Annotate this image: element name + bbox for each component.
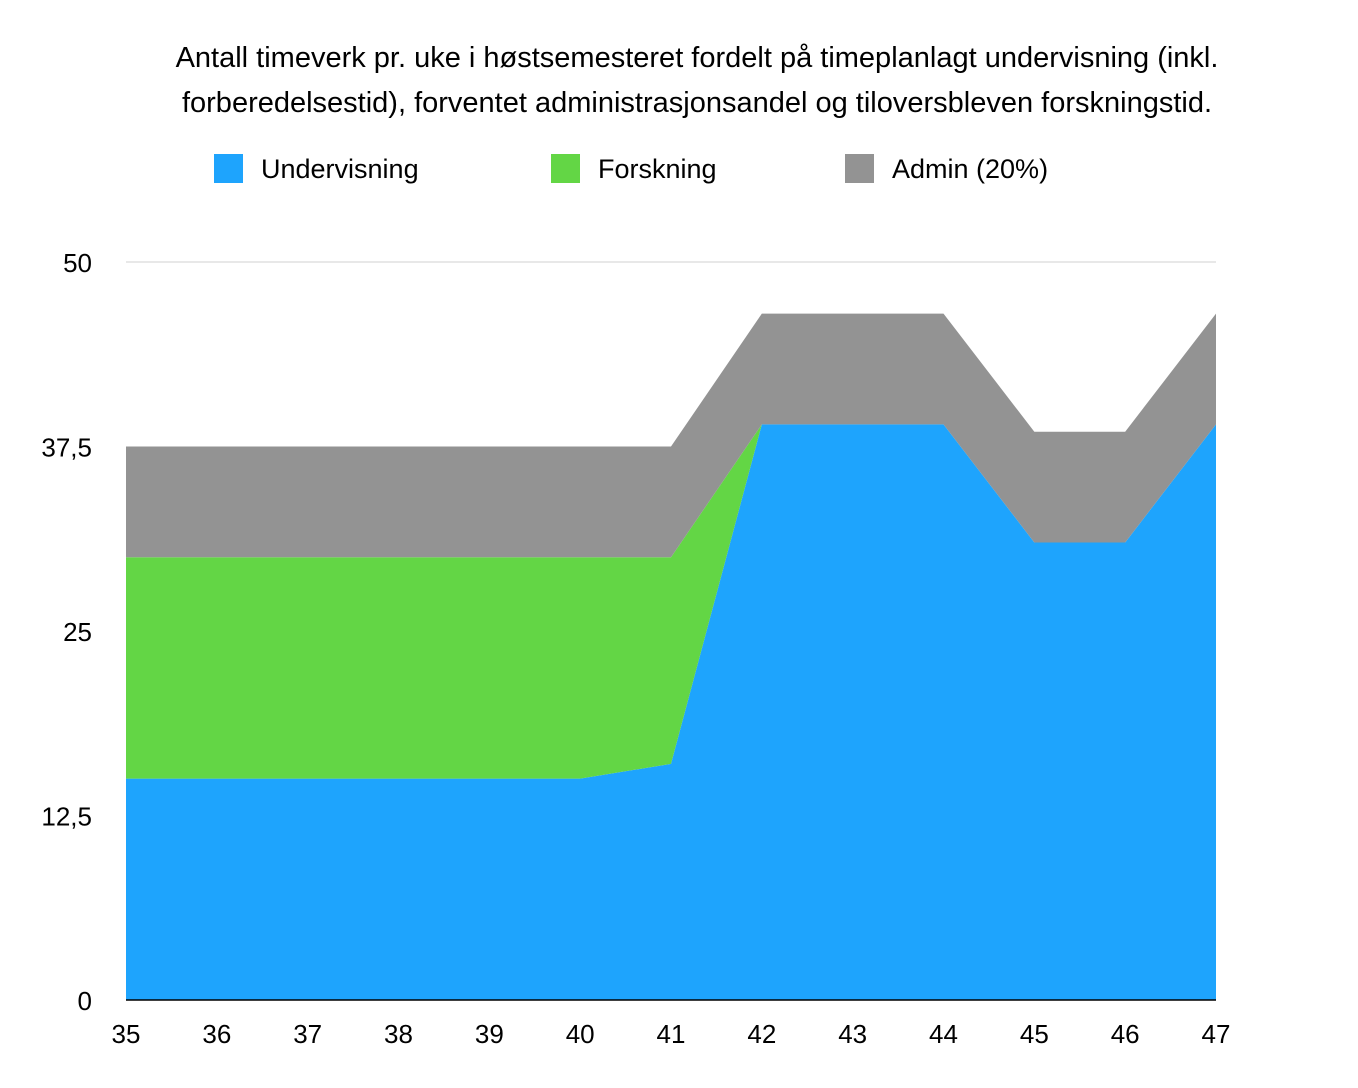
legend: Undervisning Forskning Admin (20%) <box>214 154 1048 184</box>
x-tick-label: 42 <box>747 1019 776 1049</box>
area-admin-20- <box>126 313 1216 558</box>
y-tick-label: 0 <box>78 986 92 1016</box>
x-tick-label: 45 <box>1020 1019 1049 1049</box>
x-tick-label: 36 <box>202 1019 231 1049</box>
areas <box>126 313 1216 1000</box>
chart-title-line-1: Antall timeverk pr. uke i høstsemesteret… <box>176 42 1219 74</box>
legend-label-2: Admin (20%) <box>892 154 1048 184</box>
x-tick-label: 35 <box>112 1019 141 1049</box>
x-tick-label: 39 <box>475 1019 504 1049</box>
y-tick-label: 12,5 <box>41 802 92 832</box>
area-undervisning <box>126 424 1216 1000</box>
chart-title-line-2: forberedelsestid), forventet administras… <box>182 87 1212 119</box>
legend-swatch-0 <box>214 154 243 183</box>
x-tick-label: 41 <box>657 1019 686 1049</box>
y-tick-label: 25 <box>63 617 92 647</box>
x-tick-label: 44 <box>929 1019 958 1049</box>
x-tick-label: 46 <box>1111 1019 1140 1049</box>
legend-label-0: Undervisning <box>261 154 419 184</box>
y-tick-label: 37,5 <box>41 433 92 463</box>
x-tick-label: 38 <box>384 1019 413 1049</box>
x-tick-label: 43 <box>838 1019 867 1049</box>
area-forskning <box>126 424 1216 779</box>
legend-label-1: Forskning <box>598 154 717 184</box>
x-tick-label: 47 <box>1202 1019 1231 1049</box>
x-tick-label: 37 <box>293 1019 322 1049</box>
y-tick-label: 50 <box>63 248 92 278</box>
axes: 0 12,5 25 37,5 50 35 36 37 38 39 40 41 42 43 44 45 46 47 <box>41 248 1230 1049</box>
legend-swatch-1 <box>551 154 580 183</box>
x-tick-label: 40 <box>566 1019 595 1049</box>
legend-swatch-2 <box>845 154 874 183</box>
